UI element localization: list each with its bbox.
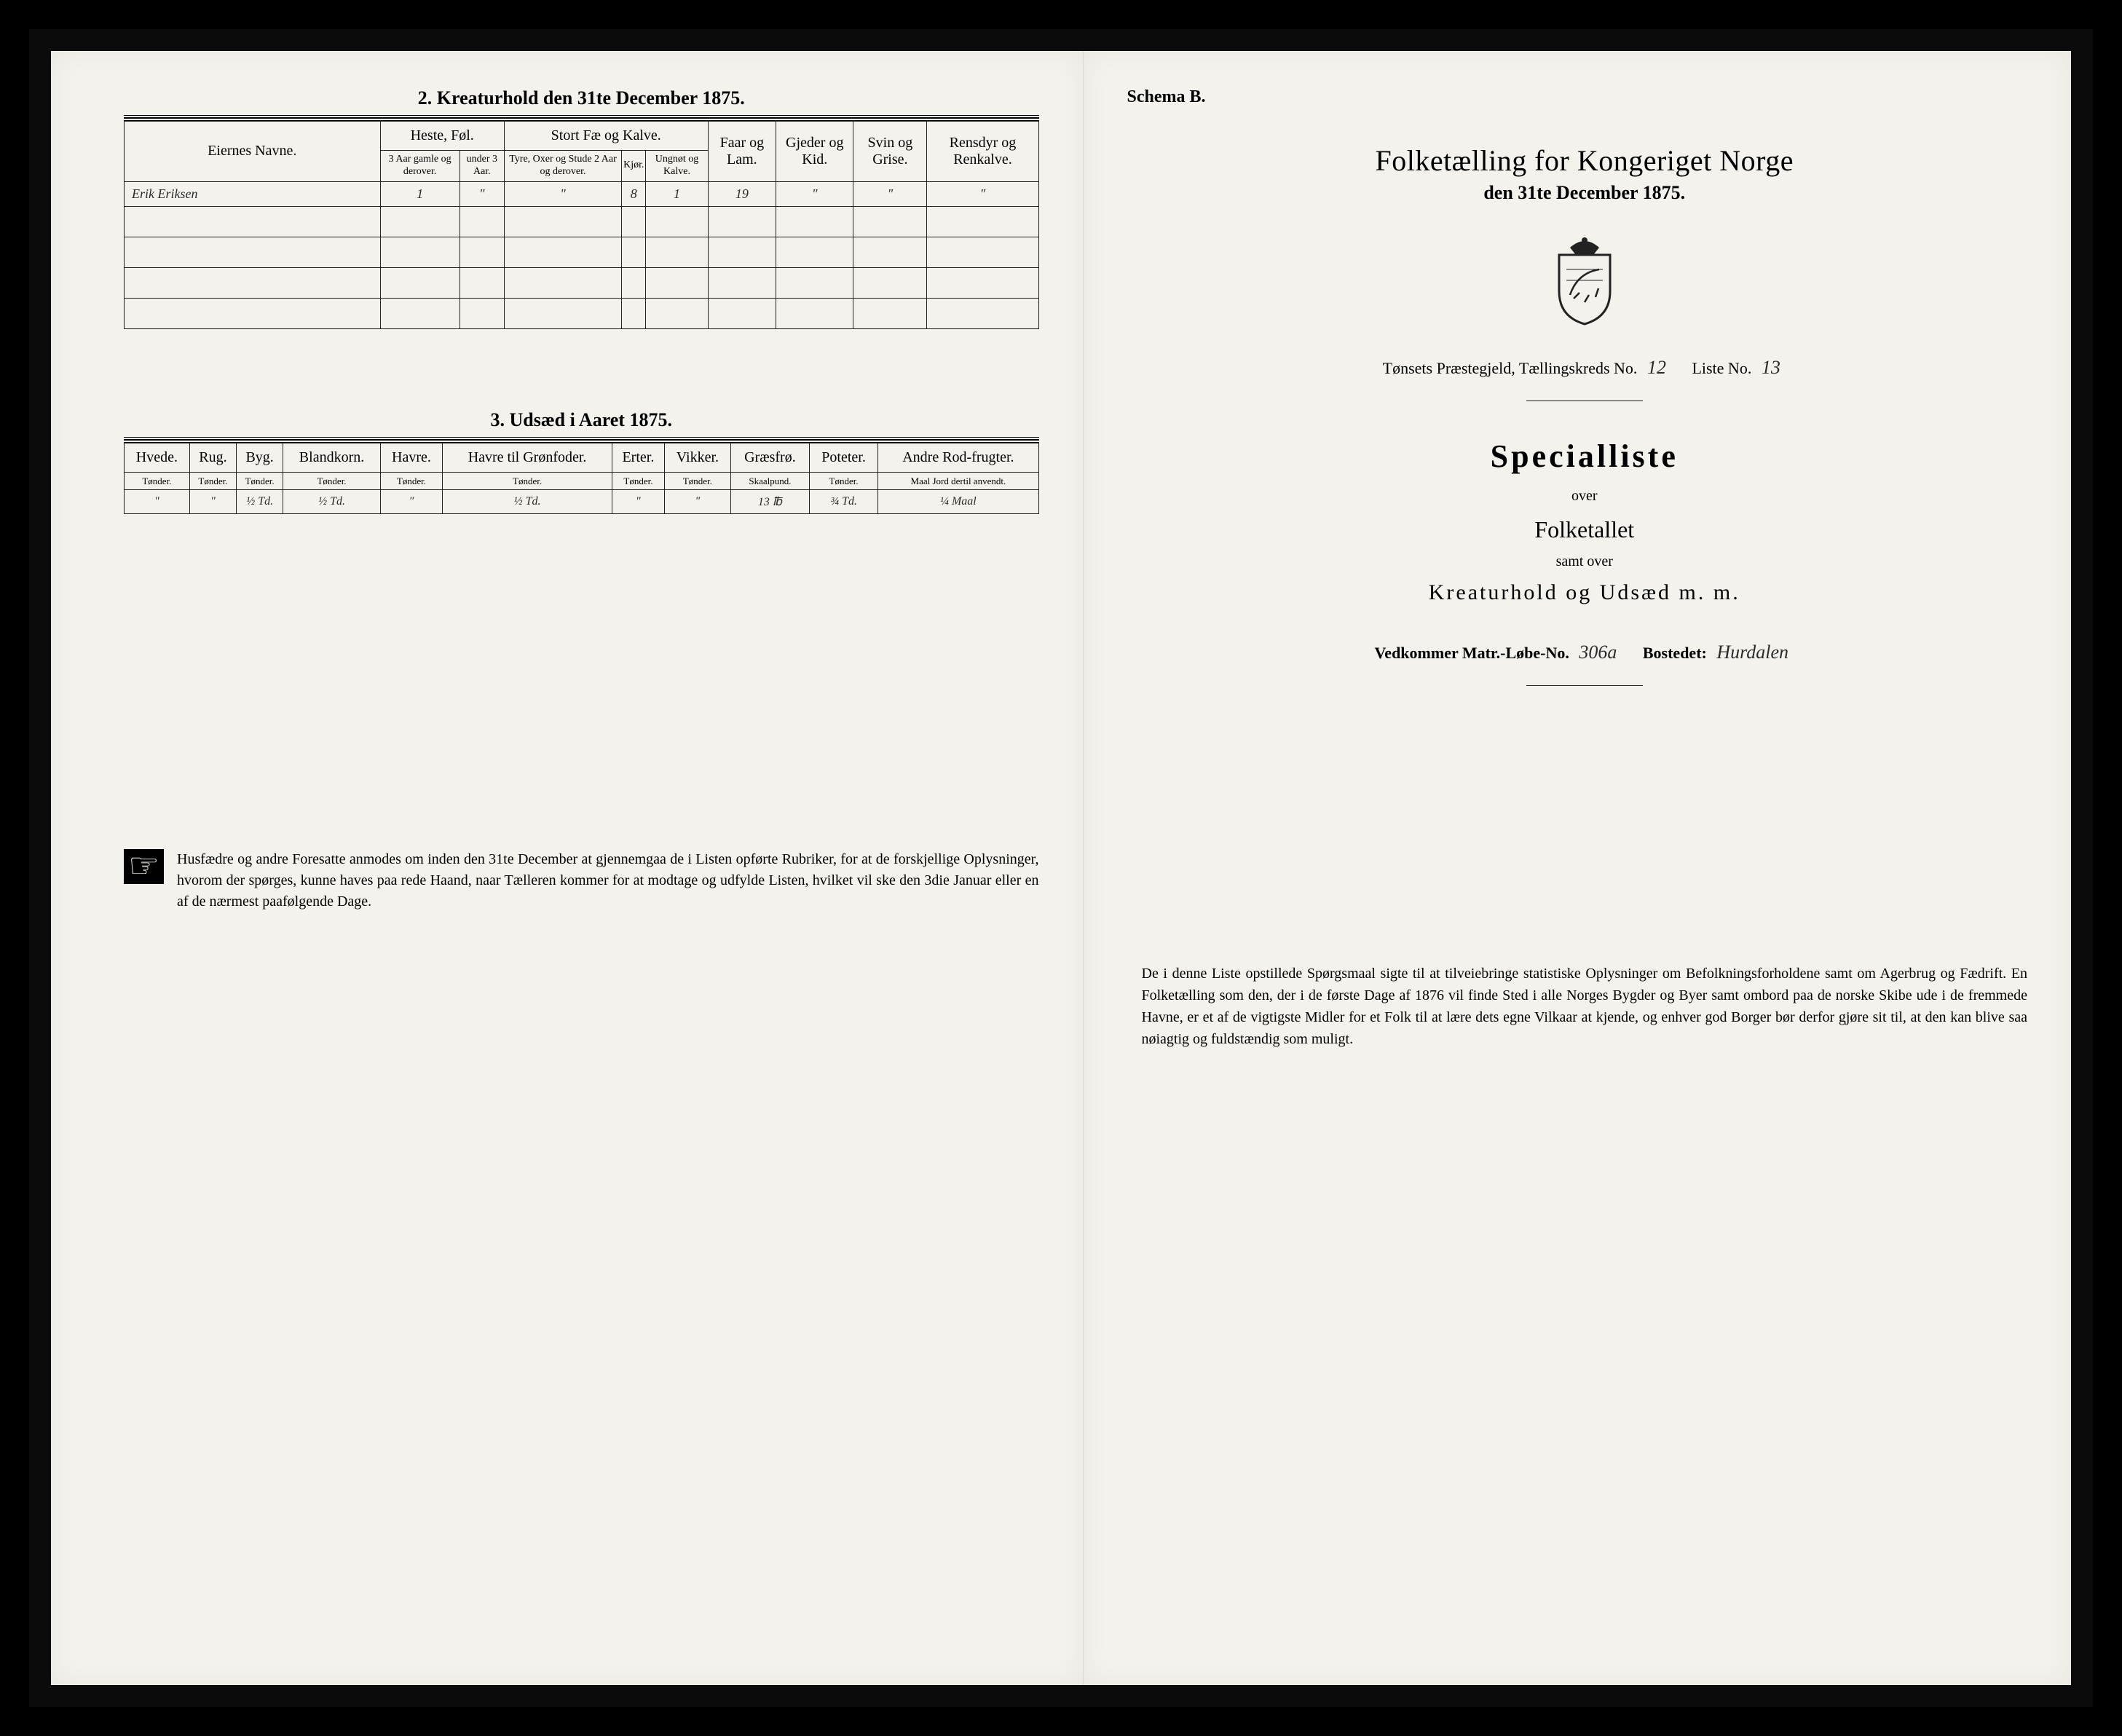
matr-line: Vedkommer Matr.-Løbe-No. 306a Bostedet: …	[1127, 642, 2043, 663]
coat-of-arms-icon	[1545, 233, 1625, 328]
bostedet-value: Hurdalen	[1711, 642, 1794, 663]
left-footnote-block: ☞ Husfædre og andre Foresatte anmodes om…	[124, 849, 1039, 912]
left-footnote: Husfædre og andre Foresatte anmodes om i…	[177, 849, 1038, 912]
unit: Tønder.	[380, 472, 442, 490]
census-title: Folketælling for Kongeriget Norge	[1127, 143, 2043, 178]
liste-label: Liste No.	[1692, 359, 1751, 377]
col: Poteter.	[809, 443, 877, 472]
cell: ½ Td.	[283, 490, 381, 514]
kreds-no: 12	[1641, 357, 1672, 378]
cell: ½ Td.	[237, 490, 283, 514]
livestock-table: Eiernes Navne. Heste, Føl. Stort Fæ og K…	[124, 121, 1039, 329]
left-page: 2. Kreaturhold den 31te December 1875. E…	[51, 51, 1084, 1685]
cell: "	[125, 490, 190, 514]
blank-row	[125, 267, 1039, 298]
matr-no: 306a	[1573, 642, 1622, 663]
pigs-header: Svin og Grise.	[853, 122, 927, 182]
col: Vikker.	[664, 443, 730, 472]
cell: "	[776, 181, 853, 206]
matr-label: Vedkommer Matr.-Løbe-No.	[1374, 644, 1569, 662]
sowing-table: Hvede. Rug. Byg. Blandkorn. Havre. Havre…	[124, 443, 1039, 515]
blank-row	[125, 206, 1039, 237]
specialliste-title: Specialliste	[1127, 438, 2043, 475]
pointing-hand-icon: ☞	[124, 849, 164, 884]
cell: "	[664, 490, 730, 514]
owner-header: Eiernes Navne.	[125, 122, 381, 182]
cell: "	[459, 181, 504, 206]
cell: "	[853, 181, 927, 206]
goats-header: Gjeder og Kid.	[776, 122, 853, 182]
owner-name: Erik Eriksen	[125, 181, 381, 206]
separator	[1526, 685, 1643, 686]
col: Havre til Grønfoder.	[443, 443, 612, 472]
sheep-header: Faar og Lam.	[708, 122, 776, 182]
bostedet-label: Bostedet:	[1643, 644, 1707, 662]
cell: "	[189, 490, 236, 514]
cell: 13 ℔	[730, 490, 809, 514]
col: Andre Rod-frugter.	[878, 443, 1038, 472]
cell: "	[504, 181, 621, 206]
cell: ¾ Td.	[809, 490, 877, 514]
horses-a: 3 Aar gamle og derover.	[380, 151, 459, 182]
rule	[124, 115, 1039, 121]
rule	[124, 437, 1039, 443]
cell: ½ Td.	[443, 490, 612, 514]
schema-label: Schema B.	[1127, 87, 2043, 107]
section3-title: 3. Udsæd i Aaret 1875.	[124, 409, 1039, 431]
blank-row	[125, 237, 1039, 267]
data-row: Erik Eriksen 1 " " 8 1 19 " " "	[125, 181, 1039, 206]
parish-line: Tønsets Præstegjeld, Tællingskreds No. 1…	[1127, 357, 2043, 379]
cattle-b: Kjør.	[622, 151, 646, 182]
col: Havre.	[380, 443, 442, 472]
unit: Maal Jord dertil anvendt.	[878, 472, 1038, 490]
horses-b: under 3 Aar.	[459, 151, 504, 182]
unit: Tønder.	[189, 472, 236, 490]
census-date: den 31te December 1875.	[1127, 182, 2043, 204]
cell: "	[612, 490, 665, 514]
cell: "	[927, 181, 1038, 206]
kreatur-label: Kreaturhold og Udsæd m. m.	[1127, 580, 2043, 605]
unit: Tønder.	[612, 472, 665, 490]
cattle-group: Stort Fæ og Kalve.	[504, 122, 708, 151]
right-page: Schema B. Folketælling for Kongeriget No…	[1084, 51, 2072, 1685]
horses-group: Heste, Føl.	[380, 122, 504, 151]
document-frame: 2. Kreaturhold den 31te December 1875. E…	[29, 29, 2093, 1707]
blank-row	[125, 298, 1039, 328]
col: Byg.	[237, 443, 283, 472]
col: Rug.	[189, 443, 236, 472]
parish-prefix: Tønsets Præstegjeld, Tællingskreds No.	[1383, 359, 1638, 377]
samt-label: samt over	[1127, 553, 2043, 570]
right-footnote: De i denne Liste opstillede Spørgsmaal s…	[1127, 963, 2043, 1050]
cell: 1	[646, 181, 708, 206]
over-label: over	[1127, 488, 2043, 505]
cell: "	[380, 490, 442, 514]
cell: 8	[622, 181, 646, 206]
unit: Tønder.	[809, 472, 877, 490]
unit: Tønder.	[443, 472, 612, 490]
unit: Tønder.	[237, 472, 283, 490]
section2-title: 2. Kreaturhold den 31te December 1875.	[124, 87, 1039, 109]
col: Hvede.	[125, 443, 190, 472]
page-spread: 2. Kreaturhold den 31te December 1875. E…	[51, 51, 2071, 1685]
unit: Skaalpund.	[730, 472, 809, 490]
unit: Tønder.	[664, 472, 730, 490]
cell: 1	[380, 181, 459, 206]
unit: Tønder.	[283, 472, 381, 490]
data-row: " " ½ Td. ½ Td. " ½ Td. " " 13 ℔ ¾ Td. ¼…	[125, 490, 1039, 514]
liste-no: 13	[1756, 357, 1786, 378]
col: Græsfrø.	[730, 443, 809, 472]
cattle-c: Ungnøt og Kalve.	[646, 151, 708, 182]
col: Erter.	[612, 443, 665, 472]
cattle-a: Tyre, Oxer og Stude 2 Aar og derover.	[504, 151, 621, 182]
cell: 19	[708, 181, 776, 206]
cell: ¼ Maal	[878, 490, 1038, 514]
folketallet-label: Folketallet	[1127, 516, 2043, 543]
reindeer-header: Rensdyr og Renkalve.	[927, 122, 1038, 182]
col: Blandkorn.	[283, 443, 381, 472]
unit: Tønder.	[125, 472, 190, 490]
